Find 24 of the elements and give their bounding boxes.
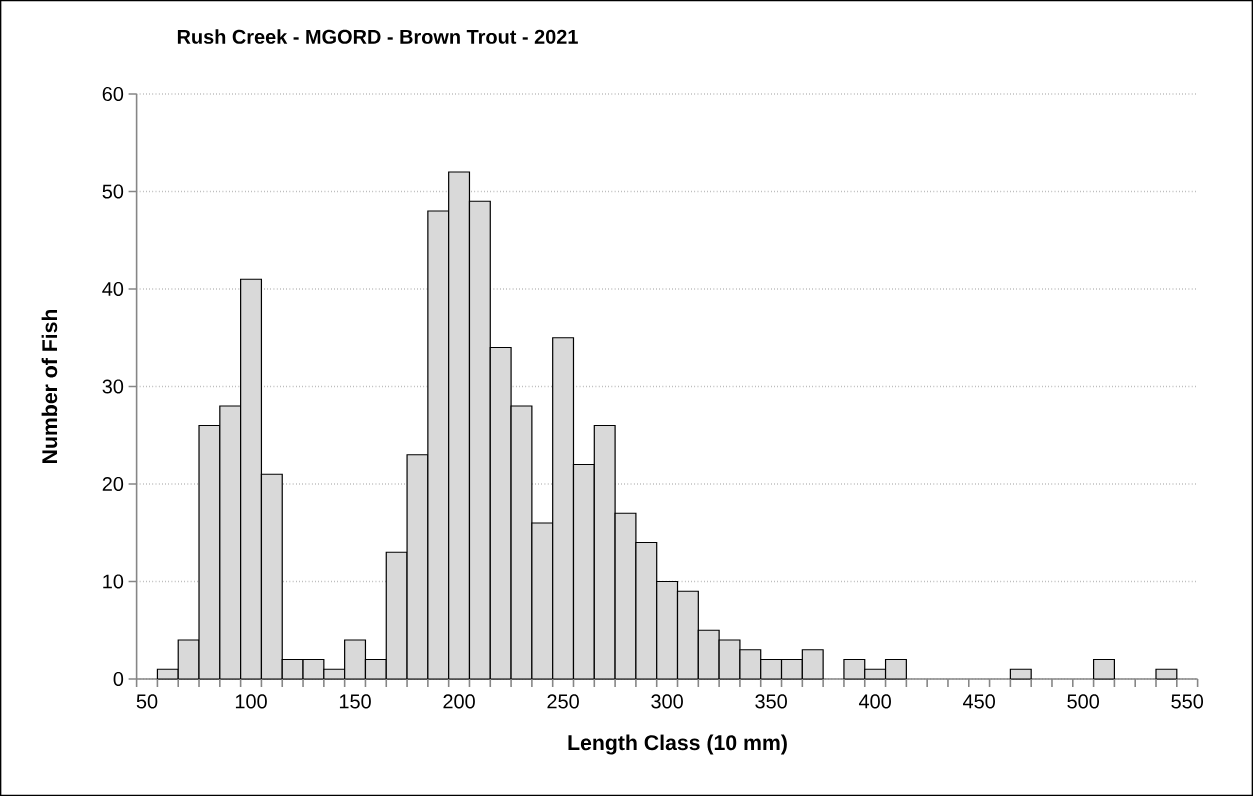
x-tick-label: 400 — [858, 694, 891, 709]
x-tick-label: 500 — [1067, 694, 1100, 709]
x-tick-label: 100 — [235, 694, 267, 709]
x-tick-label: 50 — [136, 694, 158, 709]
x-tick-label: 250 — [547, 694, 579, 709]
x-tick-label: 550 — [1171, 694, 1204, 709]
y-tick-label: 10 — [103, 574, 124, 589]
y-tick-label: 50 — [102, 184, 124, 199]
x-axis-title: Length Class (10 mm) — [568, 734, 787, 755]
bar — [1092, 658, 1115, 680]
y-axis-title: Number of Fish — [41, 309, 58, 463]
x-tick-label: 200 — [443, 694, 475, 709]
chart-title: Rush Creek - MGORD - Brown Trout - 2021 — [177, 29, 578, 44]
y-tick-label: 0 — [113, 671, 124, 687]
x-tick-label: 450 — [963, 694, 995, 709]
x-tick-label: 150 — [339, 694, 371, 709]
y-tick-label: 40 — [102, 281, 124, 297]
y-tick-label: 60 — [102, 86, 124, 102]
y-tick-label: 20 — [102, 476, 124, 492]
bar — [1155, 668, 1178, 680]
bar — [1009, 668, 1032, 680]
x-tick-label: 300 — [651, 694, 683, 709]
x-tick-label: 350 — [755, 694, 787, 709]
y-tick-label: 30 — [102, 379, 124, 394]
